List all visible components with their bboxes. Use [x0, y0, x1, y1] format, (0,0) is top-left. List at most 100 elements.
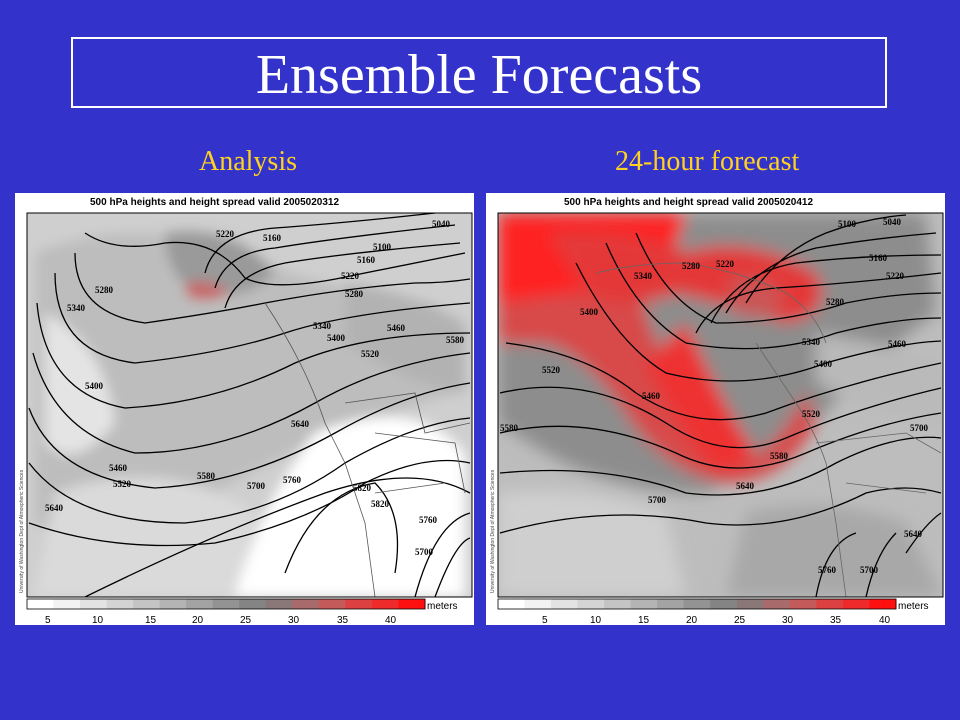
colorbar-tick: 5 — [45, 615, 51, 625]
map-title: 500 hPa heights and height spread valid … — [90, 197, 339, 208]
colorbar-swatch — [106, 599, 134, 609]
panel-label-analysis: Analysis — [199, 146, 297, 177]
contour-label: 5640 — [736, 481, 755, 491]
colorbar-ticks: 5 10 15 20 25 30 35 40 — [542, 615, 891, 625]
colorbar-tick: 10 — [92, 615, 104, 625]
slide-title: Ensemble Forecasts — [255, 44, 703, 106]
contour-label: 5340 — [313, 321, 332, 331]
colorbar-swatch — [212, 599, 240, 609]
contour-label: 5400 — [327, 333, 346, 343]
contour-label: 5160 — [869, 253, 888, 263]
colorbar — [497, 598, 897, 610]
contour-label: 5820 — [353, 483, 372, 493]
colorbar-swatch — [683, 599, 711, 609]
contour-labels: 5100 5040 5220 5280 5340 5400 5160 5220 … — [500, 217, 929, 575]
colorbar-units: meters — [898, 601, 929, 612]
colorbar-swatch — [398, 599, 426, 609]
colorbar-swatch — [80, 599, 108, 609]
colorbar-swatch — [736, 599, 764, 609]
contour-label: 5520 — [802, 409, 821, 419]
colorbar-swatch — [345, 599, 373, 609]
colorbar-tick: 15 — [638, 615, 650, 625]
contour-label: 5040 — [432, 219, 451, 229]
contour-label: 5160 — [263, 233, 282, 243]
contour-label: 5400 — [814, 359, 833, 369]
map-panel-forecast: 500 hPa heights and height spread valid … — [486, 193, 945, 625]
colorbar-swatch — [524, 599, 552, 609]
colorbar-swatch — [371, 599, 399, 609]
contour-label: 5280 — [345, 289, 364, 299]
colorbar-swatch — [318, 599, 346, 609]
colorbar-swatch — [869, 599, 897, 609]
colorbar-swatch — [186, 599, 214, 609]
contour-label: 5700 — [247, 481, 266, 491]
contour-label: 5700 — [910, 423, 929, 433]
map-panel-analysis: 500 hPa heights and height spread valid … — [15, 193, 474, 625]
colorbar-swatch — [292, 599, 320, 609]
colorbar-tick: 30 — [782, 615, 794, 625]
colorbar-tick: 35 — [830, 615, 842, 625]
colorbar-swatch — [133, 599, 161, 609]
colorbar-swatch — [630, 599, 658, 609]
colorbar-swatch — [710, 599, 738, 609]
contour-label: 5400 — [85, 381, 104, 391]
map-title: 500 hPa heights and height spread valid … — [564, 197, 813, 208]
colorbar-swatch — [842, 599, 870, 609]
colorbar-swatch — [816, 599, 844, 609]
contour-label: 5220 — [341, 271, 360, 281]
contour-label: 5220 — [716, 259, 735, 269]
colorbar-tick: 5 — [542, 615, 548, 625]
contour-label: 5700 — [415, 547, 434, 557]
colorbar-swatch — [239, 599, 267, 609]
contour-label: 5640 — [45, 503, 64, 513]
colorbar-tick: 40 — [879, 615, 891, 625]
colorbar-tick: 25 — [734, 615, 746, 625]
contour-label: 5580 — [770, 451, 789, 461]
contour-label: 5280 — [95, 285, 114, 295]
contour-label: 5640 — [291, 419, 310, 429]
contour-label: 5340 — [634, 271, 653, 281]
colorbar-tick: 35 — [337, 615, 349, 625]
contour-label: 5520 — [542, 365, 561, 375]
contour-label: 5760 — [818, 565, 837, 575]
contour-label: 5640 — [904, 529, 923, 539]
colorbar-swatch — [657, 599, 685, 609]
contour-label: 5340 — [67, 303, 86, 313]
colorbar-tick: 20 — [686, 615, 698, 625]
spread-field — [498, 213, 943, 597]
contour-label: 5160 — [357, 255, 376, 265]
contour-label: 5580 — [197, 471, 216, 481]
colorbar-tick: 15 — [145, 615, 157, 625]
contour-label: 5520 — [361, 349, 380, 359]
spread-field — [27, 213, 472, 597]
contour-labels: 5220 5160 5040 5100 5160 5280 5220 5280 … — [45, 219, 465, 557]
contour-label: 5280 — [826, 297, 845, 307]
colorbar-swatch — [604, 599, 632, 609]
contour-label: 5460 — [888, 339, 907, 349]
contour-label: 5340 — [802, 337, 821, 347]
colorbar-swatch — [763, 599, 791, 609]
contour-label: 5220 — [216, 229, 235, 239]
contour-label: 5100 — [373, 242, 392, 252]
contour-label: 5040 — [883, 217, 902, 227]
colorbar — [26, 598, 426, 610]
colorbar-swatch — [551, 599, 579, 609]
panel-label-forecast: 24-hour forecast — [615, 146, 800, 177]
colorbar-swatch — [27, 599, 55, 609]
contour-label: 5400 — [580, 307, 599, 317]
colorbar-ticks: 5 10 15 20 25 30 35 40 — [45, 615, 397, 625]
title-box: Ensemble Forecasts — [71, 37, 887, 108]
colorbar-tick: 10 — [590, 615, 602, 625]
contour-label: 5520 — [113, 479, 132, 489]
contour-label: 5700 — [648, 495, 667, 505]
contour-label: 5280 — [682, 261, 701, 271]
height-spread-map-analysis: 500 hPa heights and height spread valid … — [19, 197, 473, 625]
contour-label: 5760 — [283, 475, 302, 485]
contour-label: 5700 — [860, 565, 879, 575]
contour-label: 5460 — [642, 391, 661, 401]
colorbar-swatch — [265, 599, 293, 609]
colorbar-outline — [26, 598, 426, 610]
colorbar-units: meters — [427, 601, 458, 612]
colorbar-swatch — [577, 599, 605, 609]
credit-text: University of Washington Dept of Atmosph… — [490, 469, 496, 593]
